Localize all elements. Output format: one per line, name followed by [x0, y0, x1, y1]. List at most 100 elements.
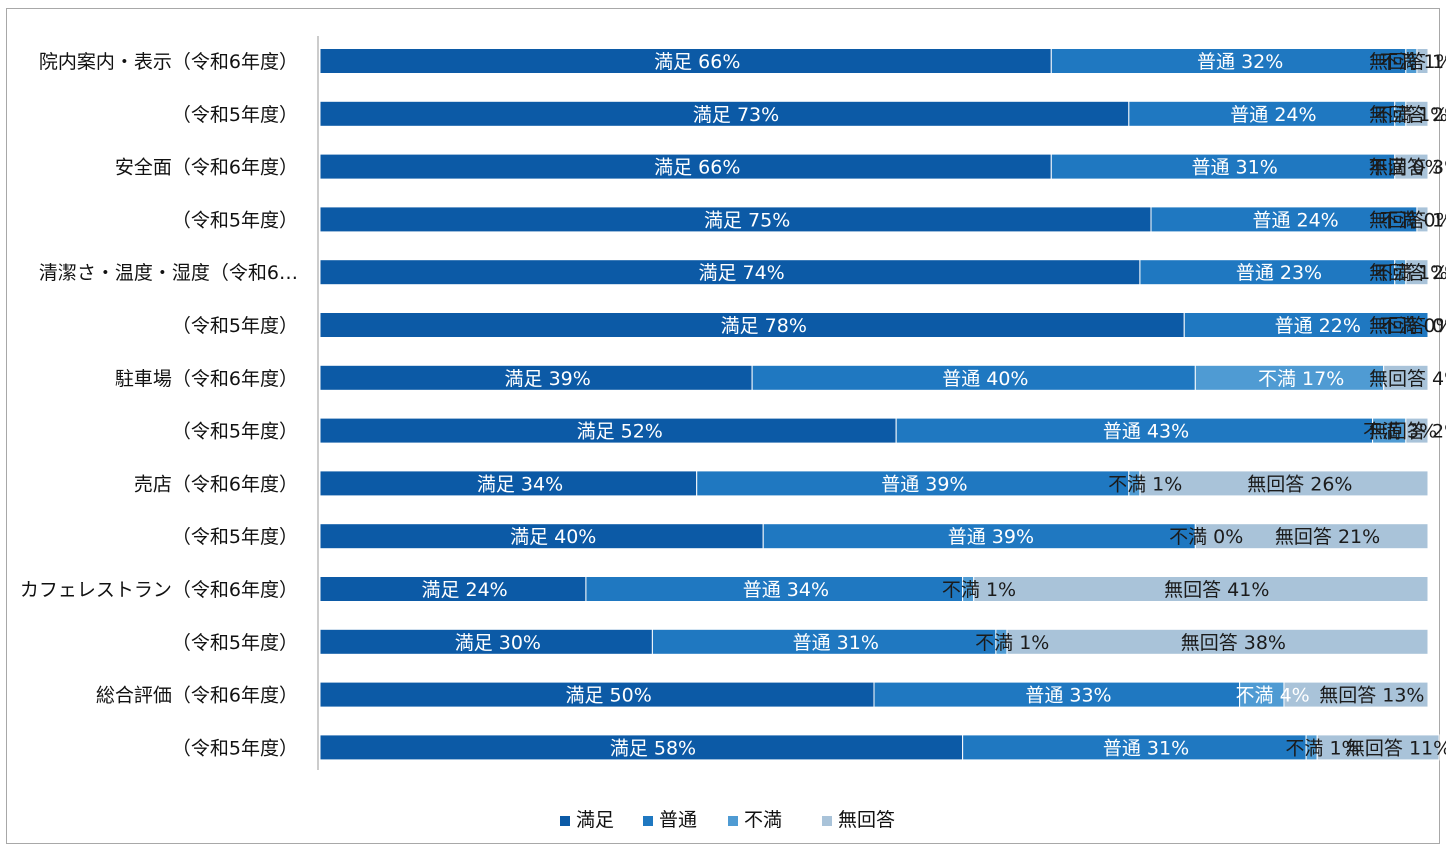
category-label: （令和5年度）	[172, 104, 298, 126]
data-label: 満足 24%	[421, 579, 507, 601]
bar-segment-普通	[751, 364, 1196, 391]
data-label: 不満 17%	[1258, 368, 1344, 390]
data-label: 不満 3%	[1363, 421, 1437, 443]
bar-segment-満足	[319, 628, 653, 655]
category-label: （令和5年度）	[172, 526, 298, 548]
data-label: 無回答 41%	[1164, 579, 1269, 601]
data-label: 無回答 2%	[1369, 104, 1446, 126]
legend-swatch-無回答	[822, 816, 832, 826]
data-label: 普通 40%	[942, 368, 1028, 390]
data-label: 普通 43%	[1103, 421, 1189, 443]
legend-swatch-満足	[560, 816, 570, 826]
data-label: 無回答 4%	[1369, 368, 1446, 390]
bar-segment-満足	[319, 312, 1185, 338]
data-label: 満足 75%	[704, 209, 790, 231]
legend-label: 満足	[576, 809, 614, 831]
category-label: （令和5年度）	[172, 315, 298, 337]
bar-segment-普通	[696, 470, 1130, 497]
data-label: 無回答 26%	[1247, 473, 1352, 495]
bar-segment-無回答	[973, 576, 1429, 602]
legend-label: 普通	[659, 809, 697, 831]
category-label: 駐車場（令和6年度）	[115, 368, 298, 390]
data-label: 満足 74%	[698, 262, 784, 284]
bar-segment-普通	[651, 628, 997, 655]
bar-segment-満足	[319, 48, 1052, 74]
data-label: 無回答 0%	[1369, 315, 1446, 337]
data-label: 普通 39%	[881, 473, 967, 495]
bar-segment-満足	[319, 523, 764, 550]
data-label: 無回答 38%	[1181, 632, 1286, 654]
bar-segment-普通	[1128, 100, 1396, 127]
bar-segment-満足	[319, 417, 897, 444]
data-label: 不満 0%	[1380, 209, 1446, 231]
data-label: 普通 39%	[948, 526, 1034, 548]
bar-segment-満足	[319, 734, 964, 761]
data-label: 不満 1%	[1108, 473, 1182, 495]
bar-segment-満足	[319, 576, 587, 602]
data-label: 満足 30%	[455, 632, 541, 654]
category-label: カフェレストラン（令和6年度）	[20, 579, 298, 601]
data-label: 不満 1%	[942, 579, 1016, 601]
data-label: 普通 31%	[1192, 157, 1278, 179]
data-label: 無回答 13%	[1319, 685, 1424, 707]
bar-segment-普通	[895, 417, 1374, 444]
data-label: 普通 31%	[1103, 737, 1189, 759]
data-label: 無回答 2%	[1369, 421, 1446, 443]
bar-segment-普通	[1150, 206, 1418, 233]
bar-segment-普通	[1050, 48, 1407, 74]
bar-segment-無回答	[1405, 259, 1429, 286]
bar-segment-無回答	[1139, 470, 1429, 497]
data-label: 普通 22%	[1275, 315, 1361, 337]
bar-segment-普通	[1183, 312, 1429, 338]
data-label: 不満 4%	[1236, 685, 1310, 707]
data-label: 無回答 1%	[1369, 209, 1446, 231]
bar-segment-満足	[319, 470, 698, 497]
bar-segment-無回答	[1405, 417, 1429, 444]
data-label: 普通 31%	[793, 632, 879, 654]
category-label: （令和5年度）	[172, 632, 298, 654]
category-label: 安全面（令和6年度）	[115, 157, 298, 179]
category-label: （令和5年度）	[172, 737, 298, 759]
data-label: 普通 24%	[1252, 209, 1338, 231]
data-label: 普通 33%	[1025, 685, 1111, 707]
data-label: 普通 24%	[1230, 104, 1316, 126]
data-label: 普通 23%	[1236, 262, 1322, 284]
data-label: 満足 52%	[577, 421, 663, 443]
bar-segment-満足	[319, 153, 1052, 180]
data-label: 満足 66%	[654, 157, 740, 179]
data-label: 不満 1%	[1374, 262, 1446, 284]
legend-label: 不満	[744, 809, 782, 831]
data-label: 普通 32%	[1197, 51, 1283, 73]
bar-segment-普通	[1050, 153, 1396, 180]
bar-segment-無回答	[1006, 628, 1429, 655]
bar-segment-不満	[1372, 417, 1407, 444]
data-label: 満足 78%	[721, 315, 807, 337]
bar-segment-満足	[319, 681, 875, 708]
data-label: 不満 0%	[1369, 157, 1443, 179]
data-label: 満足 34%	[477, 473, 563, 495]
data-label: 無回答 2%	[1369, 262, 1446, 284]
category-label: （令和5年度）	[172, 209, 298, 231]
data-label: 満足 58%	[610, 737, 696, 759]
legend-swatch-普通	[643, 816, 653, 826]
bar-segment-無回答	[1194, 523, 1429, 550]
data-label: 不満 1%	[975, 632, 1049, 654]
data-label: 満足 40%	[510, 526, 596, 548]
data-label: 不満 1%	[1285, 737, 1359, 759]
bar-segment-無回答	[1383, 364, 1429, 391]
data-label: 普通 34%	[743, 579, 829, 601]
data-label: 無回答 3%	[1369, 157, 1446, 179]
legend-label: 無回答	[838, 809, 895, 831]
bar-segment-無回答	[1283, 681, 1429, 708]
data-label: 無回答 1%	[1369, 51, 1446, 73]
bar-segment-無回答	[1316, 734, 1440, 761]
data-label: 満足 73%	[693, 104, 779, 126]
data-label: 不満 0%	[1380, 315, 1446, 337]
bar-segment-無回答	[1416, 48, 1429, 74]
bar-segment-満足	[319, 100, 1130, 127]
category-label: 院内案内・表示（令和6年度）	[39, 51, 298, 73]
data-label: 満足 50%	[566, 685, 652, 707]
data-label: 満足 39%	[505, 368, 591, 390]
data-label: 満足 66%	[654, 51, 740, 73]
